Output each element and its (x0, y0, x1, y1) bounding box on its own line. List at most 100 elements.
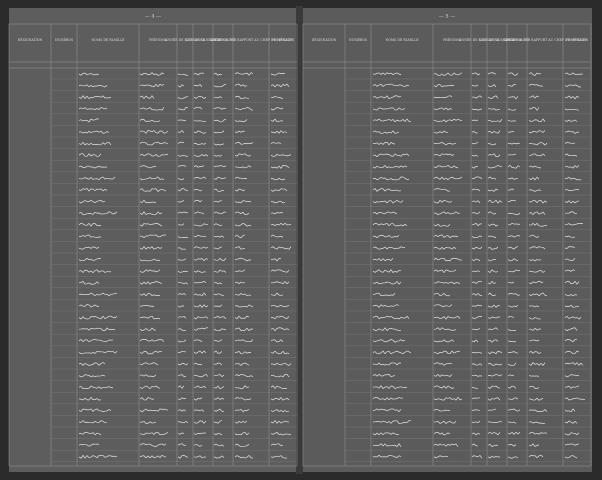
column-header: NATIONALITÉ (505, 37, 530, 42)
handwriting (528, 176, 540, 181)
handwriting (193, 280, 207, 284)
handwriting (507, 120, 517, 122)
handwriting (193, 142, 207, 145)
handwriting (487, 199, 503, 204)
handwriting (487, 292, 497, 297)
handwriting (139, 211, 163, 215)
handwriting (78, 153, 102, 157)
handwriting (270, 443, 284, 446)
column-header: NUMÉROS (349, 37, 367, 42)
handwriting (564, 72, 584, 76)
handwriting (507, 188, 515, 191)
handwriting (177, 141, 185, 144)
handwriting (193, 362, 203, 366)
handwriting (78, 408, 112, 413)
handwriting (507, 408, 521, 412)
handwriting (372, 223, 408, 227)
handwriting (528, 118, 546, 123)
handwriting (433, 269, 457, 274)
handwriting (471, 280, 483, 284)
handwriting (193, 316, 209, 320)
handwriting (139, 269, 161, 273)
handwriting (528, 443, 540, 447)
handwriting (270, 153, 292, 157)
handwriting (234, 373, 254, 378)
handwriting (139, 118, 161, 123)
handwriting (177, 178, 185, 181)
handwriting (270, 269, 290, 273)
handwriting (433, 293, 451, 297)
handwriting (507, 246, 519, 250)
column-header: NOMS DE FAMILLE (385, 38, 419, 42)
handwriting (471, 200, 481, 204)
handwriting (270, 304, 290, 308)
handwriting (270, 83, 290, 88)
handwriting (507, 340, 517, 343)
handwriting (471, 211, 481, 214)
handwriting (471, 235, 483, 238)
handwriting (213, 397, 225, 400)
handwriting (487, 269, 499, 274)
handwriting (78, 176, 116, 181)
handwriting (78, 454, 118, 459)
handwriting (270, 222, 292, 227)
handwriting (487, 304, 501, 308)
handwriting (177, 188, 189, 192)
handwriting (471, 95, 483, 99)
handwriting (139, 130, 169, 134)
handwriting (507, 269, 521, 273)
handwriting (139, 72, 165, 76)
handwriting (139, 454, 167, 459)
handwriting (270, 455, 288, 459)
handwriting (78, 199, 106, 204)
handwriting (487, 119, 503, 123)
handwriting (372, 141, 396, 146)
column-header: NOMS DE FAMILLE (91, 38, 125, 42)
handwriting (139, 95, 155, 100)
handwriting (564, 280, 580, 285)
column-header: SITUATION PAR RAPPORT AU CHEF DE MÉNAGE (504, 37, 588, 42)
handwriting (487, 420, 503, 424)
handwriting (270, 420, 290, 424)
handwriting (471, 176, 483, 180)
handwriting (487, 385, 501, 389)
handwriting (270, 327, 290, 332)
handwriting (471, 131, 479, 134)
handwriting (487, 176, 497, 180)
handwriting (433, 188, 451, 192)
handwriting (213, 432, 223, 436)
handwriting (193, 339, 203, 343)
handwriting (193, 84, 203, 88)
handwriting (213, 282, 223, 285)
handwriting (234, 443, 250, 447)
handwriting (234, 72, 254, 76)
handwriting (213, 374, 225, 378)
handwriting (528, 432, 548, 435)
handwriting (213, 315, 227, 320)
handwriting (213, 455, 225, 459)
column-header: DÉSIGNATION (18, 37, 43, 42)
handwriting (471, 270, 481, 272)
column-header: NATIONALITÉ (211, 37, 236, 42)
handwriting (177, 443, 187, 446)
handwriting (487, 339, 499, 343)
handwriting (471, 339, 479, 343)
handwriting (507, 456, 519, 459)
handwriting (234, 293, 252, 297)
column-header: ANNÉE DE NAISSANCE (458, 37, 500, 42)
handwriting (564, 95, 580, 100)
handwriting (213, 83, 227, 88)
handwriting (564, 222, 584, 226)
handwriting (372, 362, 402, 366)
handwriting (471, 409, 481, 411)
handwriting (372, 408, 402, 413)
handwriting (564, 176, 582, 181)
handwriting (193, 292, 207, 297)
handwriting (177, 315, 187, 319)
handwriting (234, 222, 252, 227)
handwriting (372, 385, 408, 390)
handwriting (433, 176, 463, 181)
handwriting (193, 176, 207, 179)
handwriting (139, 199, 157, 204)
handwriting (78, 258, 102, 262)
